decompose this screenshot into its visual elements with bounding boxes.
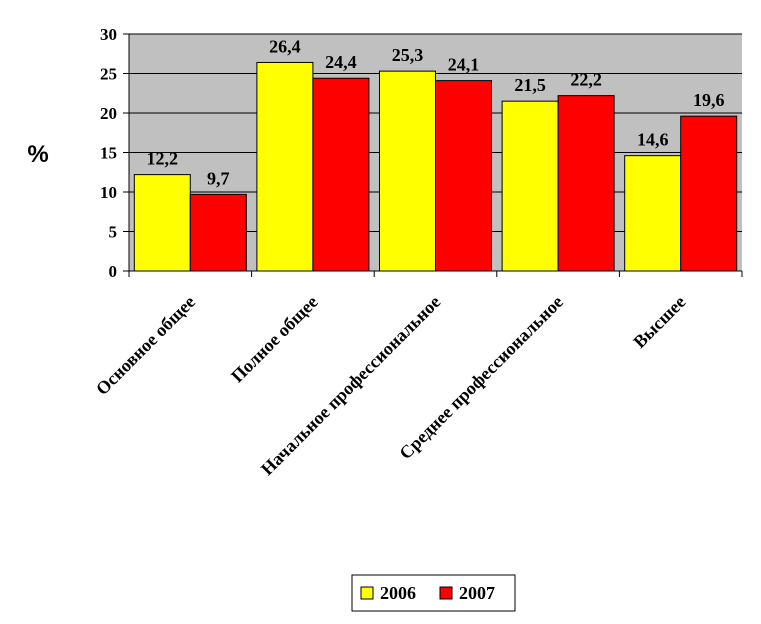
data-label: 25,3 [392,45,424,65]
data-label: 24,1 [448,55,480,75]
x-ticks [128,271,743,277]
category-label: Основное общее [92,292,199,399]
legend-swatch-2006 [360,586,374,600]
bar-2007 [189,193,247,272]
y-tick-label: 20 [100,104,117,123]
y-tick-label: 25 [100,65,117,84]
data-label: 14,6 [637,130,669,150]
data-label: 12,2 [147,149,179,169]
legend-label-2007: 2007 [459,583,495,603]
y-tick-label: 30 [100,25,117,44]
bar-2007 [312,77,370,272]
y-ticks: 0 5 10 15 20 25 30 [100,25,129,281]
legend: 2006 2007 [351,574,516,612]
data-label: 19,6 [693,90,725,110]
bar-2006 [501,100,559,272]
bar-2007 [557,95,615,272]
y-axis-label: % [27,141,48,168]
legend-box [351,574,516,612]
data-label: 26,4 [269,36,301,56]
y-tick-label: 5 [109,223,118,242]
bar-2007 [435,80,492,272]
data-labels: 12,2 9,7 26,4 24,4 25,3 24,1 21,5 22,2 14,6 19,6 [147,36,725,188]
bars [133,61,738,272]
bar-2006 [133,174,191,272]
legend-label-2006: 2006 [380,583,416,603]
bar-2006 [379,70,436,272]
bar-2006 [256,61,314,272]
data-label: 24,4 [325,52,357,72]
y-tick-label: 15 [100,144,117,163]
bar-2007 [680,115,738,272]
bar-2006 [624,155,682,272]
data-label: 9,7 [207,168,230,188]
data-label: 22,2 [570,70,602,90]
category-label: Полное общее [227,292,322,387]
legend-swatch-2007 [439,586,453,600]
y-tick-label: 0 [109,262,118,281]
category-label: Высшее [629,292,689,352]
y-tick-label: 10 [100,183,117,202]
data-label: 21,5 [514,75,546,95]
